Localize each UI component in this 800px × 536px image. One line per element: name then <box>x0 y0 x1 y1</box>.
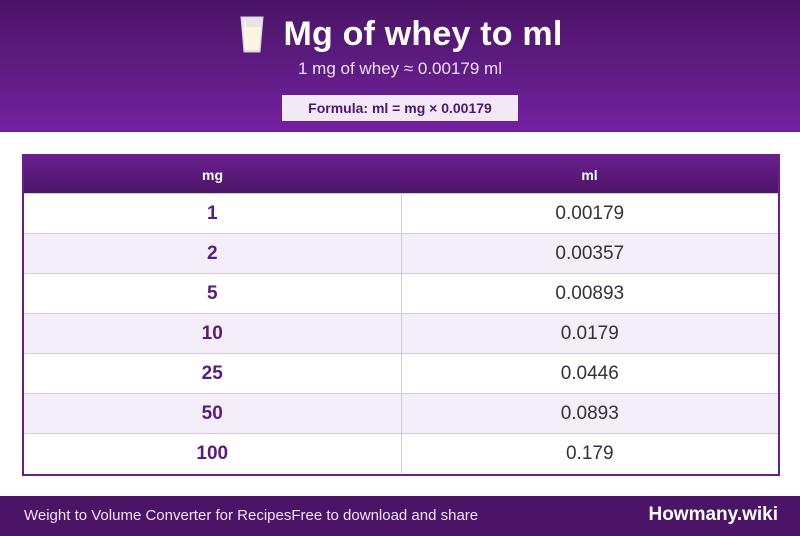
ml-cell: 0.00357 <box>401 233 778 274</box>
mg-cell: 5 <box>24 273 402 314</box>
page-title: Mg of whey to ml <box>283 14 563 53</box>
ml-cell: 0.0179 <box>401 313 778 354</box>
mg-cell: 50 <box>24 393 402 434</box>
mg-cell: 25 <box>24 353 402 394</box>
mg-cell: 10 <box>24 313 402 354</box>
table-row: 10 0.0179 <box>24 313 778 354</box>
ml-cell: 0.00179 <box>401 193 778 234</box>
formula-badge: Formula: ml = mg × 0.00179 <box>282 95 518 121</box>
footer-tagline: Weight to Volume Converter for RecipesFr… <box>24 507 478 524</box>
ml-cell: 0.0893 <box>401 393 778 434</box>
brand-logo-text[interactable]: Howmany.wiki <box>648 504 778 525</box>
mg-cell: 100 <box>24 433 402 473</box>
ml-cell: 0.00893 <box>401 273 778 314</box>
table-row: 25 0.0446 <box>24 353 778 394</box>
table-row: 50 0.0893 <box>24 393 778 434</box>
table-row: 2 0.00357 <box>24 233 778 274</box>
ml-cell: 0.0446 <box>401 353 778 394</box>
conversion-table: mg ml 1 0.00179 2 0.00357 5 0.00893 10 0… <box>22 154 780 476</box>
ml-cell: 0.179 <box>401 433 778 473</box>
footer: Weight to Volume Converter for RecipesFr… <box>0 496 800 536</box>
mg-cell: 2 <box>24 233 402 274</box>
column-header-mg: mg <box>24 156 401 194</box>
milk-glass-icon <box>239 16 264 53</box>
table-row: 100 0.179 <box>24 433 778 473</box>
header: Mg of whey to ml 1 mg of whey ≈ 0.00179 … <box>0 0 800 132</box>
footer-share-note: Free to download and share <box>291 507 479 524</box>
table-row: 1 0.00179 <box>24 193 778 234</box>
title-row: Mg of whey to ml <box>0 14 800 54</box>
conversion-summary: 1 mg of whey ≈ 0.00179 ml <box>298 59 502 78</box>
table-header-row: mg ml <box>24 156 778 194</box>
mg-cell: 1 <box>24 193 402 234</box>
footer-converter-name: Weight to Volume Converter for Recipes <box>24 507 292 524</box>
column-header-ml: ml <box>401 156 778 194</box>
table-row: 5 0.00893 <box>24 273 778 314</box>
